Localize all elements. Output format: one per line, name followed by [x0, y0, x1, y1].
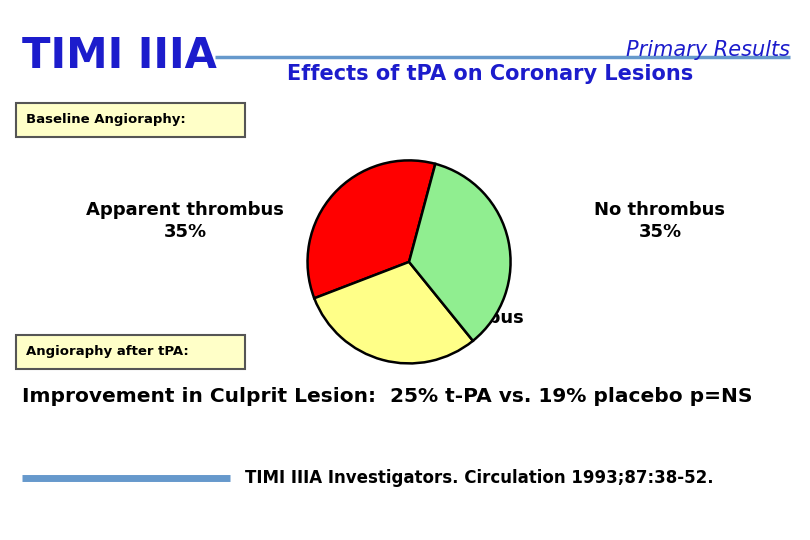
- Text: Baseline Angioraphy:: Baseline Angioraphy:: [26, 113, 185, 126]
- Text: Improvement in Culprit Lesion:  25% t-PA vs. 19% placebo p=NS: Improvement in Culprit Lesion: 25% t-PA …: [22, 388, 752, 407]
- Text: 35%: 35%: [638, 223, 681, 241]
- Wedge shape: [308, 160, 435, 298]
- Text: No thrombus: No thrombus: [595, 201, 726, 219]
- Text: Angioraphy after tPA:: Angioraphy after tPA:: [26, 346, 189, 359]
- Text: Effects of tPA on Coronary Lesions: Effects of tPA on Coronary Lesions: [287, 64, 693, 84]
- Text: TIMI IIIA Investigators. Circulation 1993;87:38-52.: TIMI IIIA Investigators. Circulation 199…: [245, 469, 714, 487]
- Text: 35%: 35%: [164, 223, 207, 241]
- Text: 30%: 30%: [408, 331, 451, 349]
- FancyBboxPatch shape: [16, 335, 245, 369]
- Text: Possible thrombus: Possible thrombus: [336, 309, 524, 327]
- Text: TIMI IIIA: TIMI IIIA: [22, 35, 217, 77]
- FancyBboxPatch shape: [16, 103, 245, 137]
- Text: Apparent thrombus: Apparent thrombus: [86, 201, 284, 219]
- Text: Primary Results: Primary Results: [626, 40, 790, 60]
- Wedge shape: [314, 262, 473, 363]
- Wedge shape: [409, 164, 510, 341]
